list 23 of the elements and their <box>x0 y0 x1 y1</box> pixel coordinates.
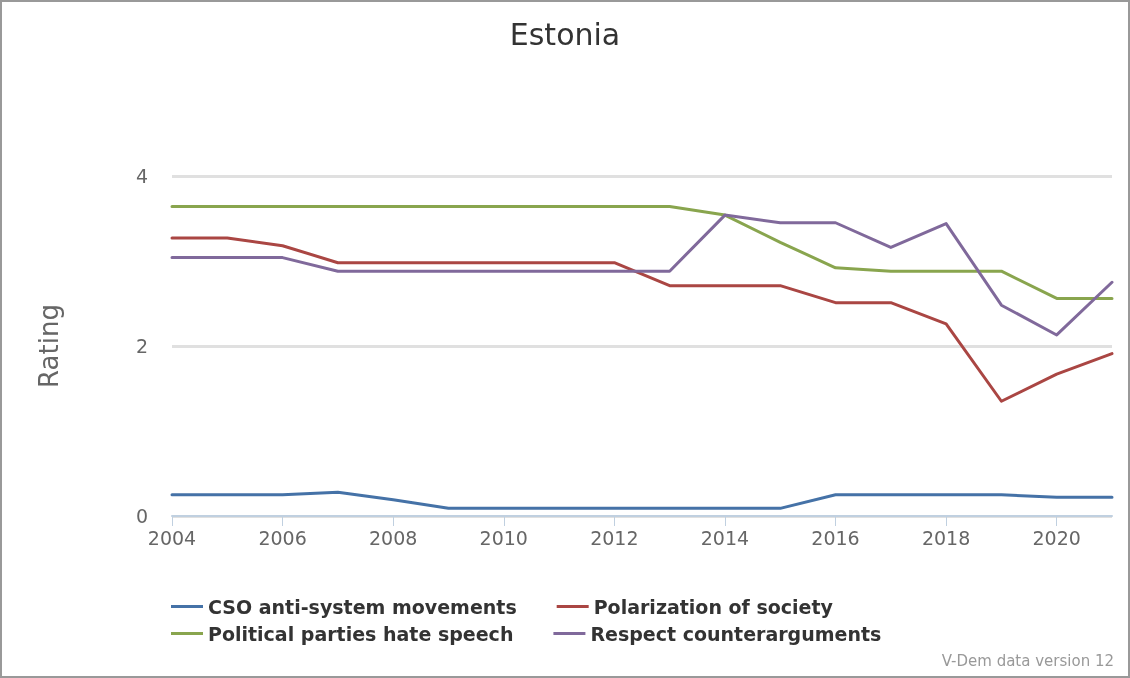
x-tick-label: 2014 <box>700 526 750 549</box>
text: V-Dem data version 12 <box>941 651 1115 670</box>
x-tick-label: 2016 <box>811 526 860 549</box>
line-series <box>170 490 1114 510</box>
x-tick-label: 2008 <box>369 526 418 549</box>
legend-label: CSO anti-system movements <box>208 595 517 618</box>
x-tick-label: 2012 <box>590 526 639 549</box>
y-tick-label: 2 <box>135 335 148 357</box>
y-tick-label: 4 <box>135 165 148 187</box>
x-tick-label: 2010 <box>479 526 528 549</box>
x-tick-label: 2006 <box>258 526 307 549</box>
chart-title: Estonia <box>509 16 621 52</box>
line-series <box>170 205 1114 300</box>
y-tick-label: 0 <box>135 505 148 527</box>
y-axis-title: Rating <box>34 304 64 388</box>
x-tick-label: 2018 <box>921 526 971 549</box>
x-tick-label: 2004 <box>147 526 197 549</box>
legend-label: Respect counterarguments <box>590 622 882 645</box>
legend-label: Polarization of society <box>593 595 834 618</box>
legend-label: Political parties hate speech <box>208 622 514 645</box>
line-series <box>170 213 1114 337</box>
x-tick-label: 2020 <box>1032 526 1081 549</box>
line-series <box>170 236 1114 403</box>
